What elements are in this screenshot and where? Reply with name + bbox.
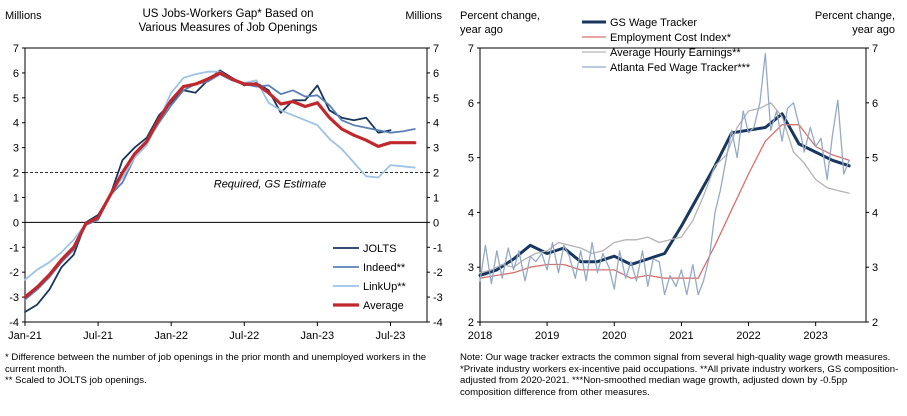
x-tick-label: Jan-21 — [8, 330, 42, 342]
x-tick-label: 2021 — [669, 330, 693, 342]
y-tick-label-right: 3 — [433, 143, 439, 155]
y-tick-label-left: -1 — [9, 242, 19, 254]
right-units-left-line1: Percent change, — [460, 10, 540, 22]
x-tick-label: Jul-23 — [375, 330, 405, 342]
right-units-right-line2: year ago — [852, 24, 895, 36]
y-tick-label-right: 7 — [433, 43, 439, 55]
y-tick-label-left: 7 — [13, 43, 19, 55]
left-series — [23, 69, 417, 313]
left-footnote: * Difference between the number of job o… — [5, 352, 427, 387]
legend-label: Atlanta Fed Wage Tracker*** — [610, 62, 751, 74]
y-tick-label-right: -1 — [433, 242, 443, 254]
series-line-atlanta-fed-wage-tracker — [479, 52, 850, 296]
y-tick-label-right: 6 — [433, 68, 439, 80]
left-plot-frame — [24, 47, 428, 323]
series-line-average-hourly-earnings — [479, 102, 850, 274]
y-tick-label-right: 4 — [872, 207, 878, 219]
y-tick-label-left: 6 — [13, 68, 19, 80]
y-tick-label-right: 7 — [872, 43, 878, 55]
left-y-ticks-right: -4 -3 -2 -1 0 1 2 3 4 5 6 7 — [427, 43, 443, 329]
y-tick-label-right: -2 — [433, 267, 443, 279]
y-tick-label-right: 4 — [433, 118, 439, 130]
right-units-right-line1: Percent change, — [815, 10, 895, 22]
right-x-ticks: 2018 2019 2020 2021 2022 2023 — [468, 322, 828, 342]
y-tick-label-left: -2 — [9, 267, 19, 279]
x-tick-label: 2022 — [736, 330, 760, 342]
legend-label: JOLTS — [363, 243, 396, 255]
y-tick-label-right: -4 — [433, 317, 443, 329]
y-tick-label-right: 2 — [872, 317, 878, 329]
legend-label: GS Wage Tracker — [610, 17, 697, 29]
x-tick-label: Jan-22 — [154, 330, 188, 342]
y-tick-label-left: 3 — [13, 143, 19, 155]
series-line-gs-wage-tracker — [478, 112, 851, 277]
y-tick-label-right: 0 — [433, 217, 439, 229]
x-tick-label: 2020 — [602, 330, 626, 342]
x-tick-label: Jul-22 — [229, 330, 259, 342]
y-tick-label-left: 2 — [13, 168, 19, 180]
y-tick-label-left: 4 — [13, 118, 19, 130]
legend-label: LinkUp** — [363, 281, 407, 293]
y-tick-label-right: 2 — [433, 168, 439, 180]
y-tick-label-right: 5 — [872, 153, 878, 165]
left-units-left: Millions — [5, 10, 42, 22]
y-tick-label-right: 3 — [872, 262, 878, 274]
left-y-ticks-left: -4 -3 -2 -1 0 1 2 3 4 5 6 7 — [9, 43, 25, 329]
y-tick-label-left: 3 — [468, 262, 474, 274]
x-tick-label: Jan-23 — [301, 330, 335, 342]
y-tick-label-right: 6 — [872, 98, 878, 110]
legend-label: Average Hourly Earnings** — [610, 47, 741, 59]
y-tick-label-left: 5 — [468, 153, 474, 165]
y-tick-label-left: 2 — [468, 317, 474, 329]
y-tick-label-left: 4 — [468, 207, 474, 219]
x-tick-label: 2019 — [535, 330, 559, 342]
right-chart: Percent change, year ago Percent change,… — [460, 10, 895, 342]
series-line-employment-cost-index — [479, 124, 850, 279]
right-units-left-line2: year ago — [460, 24, 503, 36]
y-tick-label-left: 5 — [13, 93, 19, 105]
series-line-average — [23, 71, 417, 299]
y-tick-label-left: -4 — [9, 317, 19, 329]
left-units-right: Millions — [405, 10, 442, 22]
x-tick-label: 2023 — [803, 330, 827, 342]
left-x-ticks: Jan-21 Jul-21 Jan-22 Jul-22 Jan-23 Jul-23 — [8, 322, 405, 342]
y-tick-label-left: -3 — [9, 292, 19, 304]
legend-label: Employment Cost Index* — [610, 32, 732, 44]
required-gs-estimate-label: Required, GS Estimate — [214, 179, 327, 191]
y-tick-label-right: 5 — [433, 93, 439, 105]
series-line-jolts — [24, 69, 392, 313]
x-tick-label: Jul-21 — [83, 330, 113, 342]
y-tick-label-left: 7 — [468, 43, 474, 55]
left-chart: Millions Millions US Jobs-Workers Gap* B… — [5, 8, 443, 342]
right-footnote: Note: Our wage tracker extracts the comm… — [460, 352, 899, 398]
x-tick-label: 2018 — [468, 330, 492, 342]
right-legend: GS Wage Tracker Employment Cost Index* Ave… — [582, 17, 751, 74]
y-tick-label-right: 1 — [433, 192, 439, 204]
right-y-ticks-right: 2 3 4 5 6 7 — [866, 43, 878, 329]
y-tick-label-left: 0 — [13, 217, 19, 229]
y-tick-label-right: -3 — [433, 292, 443, 304]
right-plot-frame — [479, 47, 867, 323]
right-series — [478, 52, 851, 296]
left-legend: JOLTS Indeed** LinkUp** Average — [333, 243, 407, 312]
left-chart-title-line2: Various Measures of Job Openings — [139, 22, 318, 34]
legend-label: Indeed** — [363, 262, 406, 274]
y-tick-label-left: 1 — [13, 192, 19, 204]
right-y-ticks-left: 2 3 4 5 6 7 — [468, 43, 480, 329]
y-tick-label-left: 6 — [468, 98, 474, 110]
left-chart-title-line1: US Jobs-Workers Gap* Based on — [142, 8, 313, 20]
legend-label: Average — [363, 300, 404, 312]
